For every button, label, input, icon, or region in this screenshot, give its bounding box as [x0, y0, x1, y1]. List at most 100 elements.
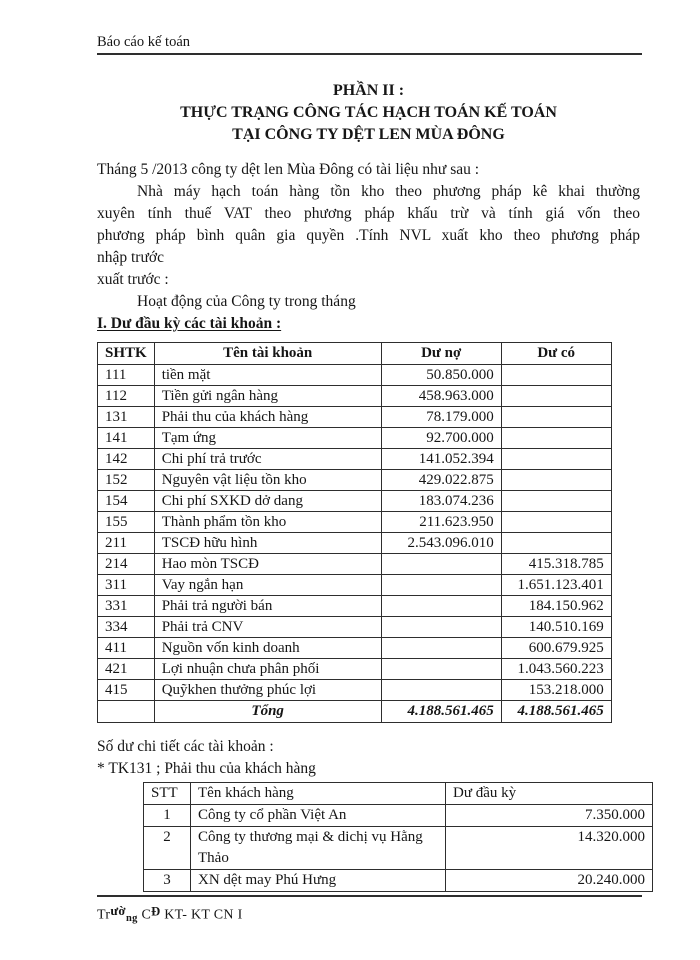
title-block: PHẦN II : THỰC TRẠNG CÔNG TÁC HẠCH TOÁN … — [97, 80, 640, 146]
table-row: 3 XN dệt may Phú Hưng 20.240.000 — [143, 869, 653, 892]
table-cell: Thành phẩm tồn kho — [153, 511, 382, 533]
intro-line: xuyên tính thuế VAT theo phương pháp khấ… — [97, 205, 640, 222]
table-cell: 50.850.000 — [380, 364, 502, 386]
table-cell: 7.350.000 — [445, 804, 653, 827]
table-cell: 1 — [143, 804, 191, 827]
table-cell: 1.043.560.223 — [500, 658, 612, 680]
table-cell: Phải thu của khách hàng — [153, 406, 382, 428]
table-cell: Quỹkhen thưởng phúc lợi — [153, 679, 382, 701]
table-row: 111 tiền mặt 50.850.000 — [97, 364, 612, 386]
table-cell: 141 — [97, 427, 155, 449]
table-cell: 334 — [97, 616, 155, 638]
table-cell — [500, 532, 612, 554]
document-body: PHẦN II : THỰC TRẠNG CÔNG TÁC HẠCH TOÁN … — [97, 80, 653, 892]
table-cell: Phải trả CNV — [153, 616, 382, 638]
footer-text-segment: ườ — [110, 903, 126, 918]
table-cell: 3 — [143, 869, 191, 892]
section-heading-opening-balances: I. Dư đầu kỳ các tài khoản : — [97, 315, 282, 332]
table-cell — [380, 574, 502, 596]
table-cell — [380, 679, 502, 701]
table-row: 211 TSCĐ hữu hình 2.543.096.010 — [97, 532, 612, 554]
accounts-table-header: SHTK Tên tài khoản Dư nợ Dư có — [97, 342, 612, 365]
table-cell: Phải trả người bán — [153, 595, 382, 617]
table-cell: Công ty cổ phần Việt An — [190, 804, 446, 827]
column-header-debit: Dư nợ — [380, 342, 502, 365]
table-cell: 131 — [97, 406, 155, 428]
table-cell — [500, 364, 612, 386]
table-cell: Hao mòn TSCĐ — [153, 553, 382, 575]
table-cell: Công ty thương mại & dichị vụ Hằng Thảo — [190, 826, 446, 870]
table-cell: Nguyên vật liệu tồn kho — [153, 469, 382, 491]
table-cell: 152 — [97, 469, 155, 491]
table-cell: 1.651.123.401 — [500, 574, 612, 596]
table-cell: 211.623.950 — [380, 511, 502, 533]
footer-text-segment: Tr — [97, 907, 111, 923]
column-header-credit: Dư có — [500, 342, 612, 365]
table-cell: 154 — [97, 490, 155, 512]
table-row: 112 Tiền gửi ngân hàng 458.963.000 — [97, 385, 612, 407]
table-cell — [500, 490, 612, 512]
header-title: Báo cáo kế toán — [97, 34, 191, 50]
table-row: 1 Công ty cổ phần Việt An 7.350.000 — [143, 804, 653, 827]
table-cell: 2.543.096.010 — [380, 532, 502, 554]
column-header-stt: STT — [143, 782, 191, 805]
table-row: 141 Tạm ứng 92.700.000 — [97, 427, 612, 449]
intro-line: Hoạt động của Công ty trong tháng — [137, 293, 356, 310]
table-cell — [500, 406, 612, 428]
customers-table: STT Tên khách hàng Dư đầu kỳ 1 Công ty cổ… — [143, 782, 653, 892]
table-cell — [500, 448, 612, 470]
column-header-name: Tên tài khoản — [153, 342, 382, 365]
table-cell: 183.074.236 — [380, 490, 502, 512]
table-cell: 458.963.000 — [380, 385, 502, 407]
accounts-table-body: 111 tiền mặt 50.850.000 112 Tiền gửi ngân hà… — [97, 364, 612, 701]
table-cell: 92.700.000 — [380, 427, 502, 449]
intro-paragraph: Tháng 5 /2013 công ty dệt len Mùa Đông c… — [97, 159, 640, 313]
table-cell: 211 — [97, 532, 155, 554]
table-cell — [500, 427, 612, 449]
table-cell: 142 — [97, 448, 155, 470]
table-cell: 78.179.000 — [380, 406, 502, 428]
page-footer: Trường CĐ KT- KT CN I — [97, 895, 642, 928]
table-cell: XN dệt may Phú Hưng — [190, 869, 446, 892]
table-cell: 411 — [97, 637, 155, 659]
header-row: SHTK Tên tài khoản Dư nợ Dư có — [97, 342, 612, 365]
table-row: 334 Phải trả CNV 140.510.169 — [97, 616, 612, 638]
total-debit: 4.188.561.465 — [380, 700, 502, 723]
page-header: Báo cáo kế toán — [97, 34, 642, 55]
table-cell — [500, 469, 612, 491]
table-cell: 153.218.000 — [500, 679, 612, 701]
table-cell: Tiền gửi ngân hàng — [153, 385, 382, 407]
total-label: Tổng — [153, 700, 382, 723]
table-cell: 600.679.925 — [500, 637, 612, 659]
total-empty-cell — [97, 700, 155, 723]
table-cell: 184.150.962 — [500, 595, 612, 617]
footer-text-segment: KT- KT CN I — [160, 907, 243, 923]
table-cell — [380, 658, 502, 680]
table-cell: 20.240.000 — [445, 869, 653, 892]
table-row: 411 Nguồn vốn kinh doanh 600.679.925 — [97, 637, 612, 659]
column-header-opening-balance: Dư đầu kỳ — [445, 782, 653, 805]
table-row: 311 Vay ngắn hạn 1.651.123.401 — [97, 574, 612, 596]
table-cell: 214 — [97, 553, 155, 575]
table-row: 142 Chi phí trả trước 141.052.394 — [97, 448, 612, 470]
intro-line: Tháng 5 /2013 công ty dệt len Mùa Đông c… — [97, 161, 480, 178]
table-cell — [500, 511, 612, 533]
table-cell — [380, 616, 502, 638]
table-cell — [380, 637, 502, 659]
footer-text-segment: C — [137, 907, 152, 923]
title-part-label: PHẦN II : — [332, 82, 405, 99]
table-cell: TSCĐ hữu hình — [153, 532, 382, 554]
table-row: 2 Công ty thương mại & dichị vụ Hằng Thảo… — [143, 826, 653, 870]
total-row: Tổng 4.188.561.465 4.188.561.465 — [97, 700, 612, 723]
table-cell: Vay ngắn hạn — [153, 574, 382, 596]
table-cell: Chi phí trả trước — [153, 448, 382, 470]
detail-section-line: Số dư chi tiết các tài khoản : — [97, 738, 274, 755]
intro-line: nhập trước — [97, 249, 164, 266]
footer-text-segment: ng — [125, 913, 138, 924]
total-credit: 4.188.561.465 — [500, 700, 612, 723]
column-header-shtk: SHTK — [97, 342, 155, 365]
table-cell: 112 — [97, 385, 155, 407]
title-line-2: THỰC TRẠNG CÔNG TÁC HẠCH TOÁN KẾ TOÁN — [180, 104, 557, 121]
table-cell: Nguồn vốn kinh doanh — [153, 637, 382, 659]
table-cell: Lợi nhuận chưa phân phối — [153, 658, 382, 680]
